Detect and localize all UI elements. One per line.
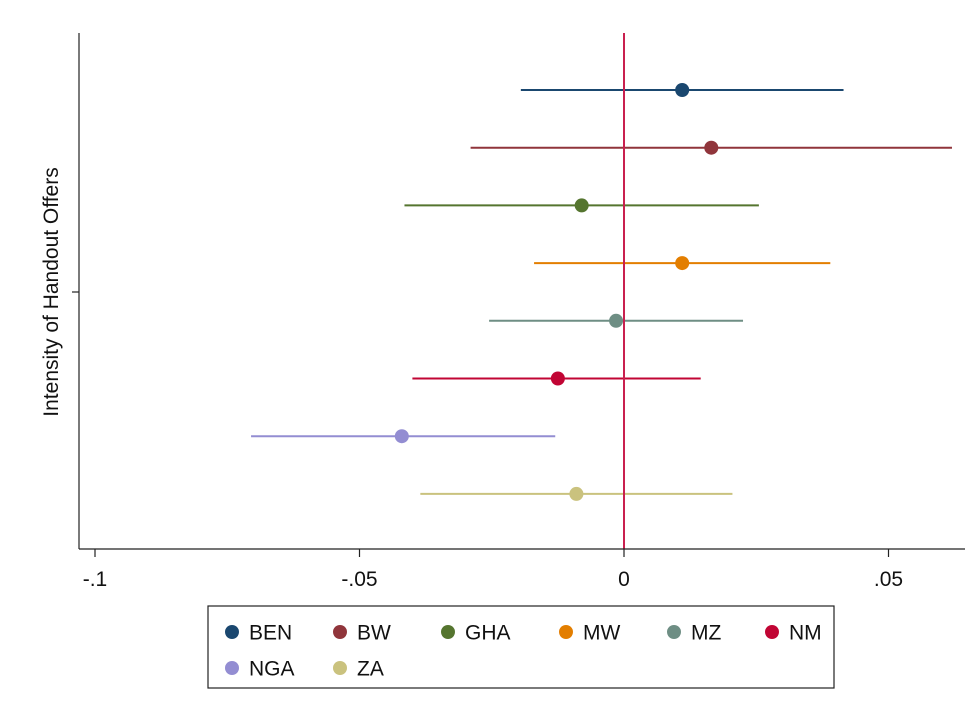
legend: BEN BW GHA MW MZ NM NGA ZA bbox=[207, 605, 835, 689]
point-estimate-bw bbox=[704, 140, 719, 155]
x-tick-label: -.1 bbox=[83, 568, 108, 591]
legend-label-mz: MZ bbox=[691, 622, 721, 645]
point-estimate-mz bbox=[609, 313, 624, 328]
point-estimate-mw bbox=[675, 256, 690, 271]
legend-label-za: ZA bbox=[357, 658, 384, 681]
x-tick-label: .05 bbox=[874, 568, 903, 591]
legend-box bbox=[207, 605, 835, 689]
axes: Intensity of Handout Offers bbox=[40, 33, 965, 550]
point-estimate-nm bbox=[550, 371, 565, 386]
legend-label-nm: NM bbox=[789, 622, 822, 645]
point-estimate-nga bbox=[394, 429, 409, 444]
point-estimate-ben bbox=[675, 83, 690, 97]
legend-marker-ben bbox=[225, 625, 239, 639]
point-estimate-gha bbox=[574, 198, 589, 213]
x-tick-label: 0 bbox=[618, 568, 630, 591]
plot-area bbox=[251, 33, 952, 549]
y-axis-label: Intensity of Handout Offers bbox=[40, 167, 63, 416]
legend-label-ben: BEN bbox=[249, 622, 292, 645]
point-estimate-za bbox=[569, 486, 584, 501]
legend-label-bw: BW bbox=[357, 622, 391, 645]
legend-marker-mz bbox=[667, 625, 681, 639]
legend-marker-nga bbox=[225, 661, 239, 675]
legend-marker-gha bbox=[441, 625, 455, 639]
legend-marker-za bbox=[333, 661, 347, 675]
legend-marker-bw bbox=[333, 625, 347, 639]
legend-label-gha: GHA bbox=[465, 622, 511, 645]
x-tick-label: -.05 bbox=[341, 568, 377, 591]
legend-marker-mw bbox=[559, 625, 573, 639]
legend-label-mw: MW bbox=[583, 622, 620, 645]
legend-marker-nm bbox=[765, 625, 779, 639]
x-axis-ticks: -.1 -.05 0 .05 bbox=[83, 549, 903, 591]
legend-label-nga: NGA bbox=[249, 658, 295, 681]
